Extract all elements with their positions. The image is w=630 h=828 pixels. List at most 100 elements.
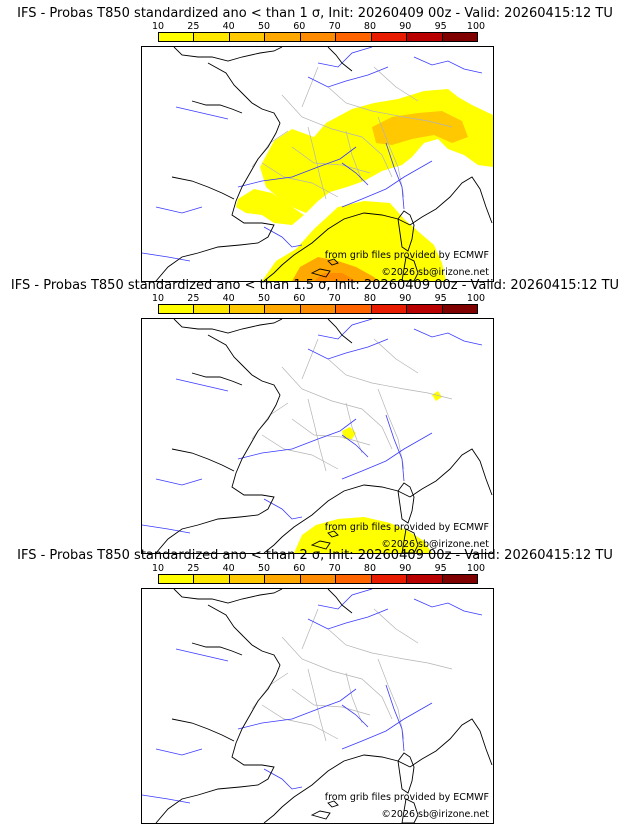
- prob-area-med: [294, 517, 432, 553]
- tick-label: 40: [222, 21, 235, 32]
- credit-source: from grib files provided by ECMWF: [324, 792, 489, 803]
- coast-britain: [173, 319, 283, 334]
- tick-label: 10: [151, 293, 165, 304]
- colorbar: [158, 32, 478, 42]
- coast-baleares: [310, 810, 331, 820]
- tick-label: 100: [466, 563, 486, 574]
- colorbar-swatch: [194, 575, 230, 583]
- colorbar-swatch: [336, 33, 372, 41]
- colorbar-swatch: [336, 575, 372, 583]
- coast-med-lion: [263, 754, 411, 823]
- tick-label: 25: [187, 563, 200, 574]
- panel-1p5sigma: IFS - Probas T850 standardized ano < tha…: [0, 278, 630, 554]
- coast-sardinia: [401, 256, 419, 281]
- colorbar-swatch: [442, 33, 477, 41]
- tick-label: 70: [328, 563, 341, 574]
- colorbar-swatch: [442, 305, 477, 313]
- colorbar-swatch: [159, 305, 195, 313]
- tick-label: 80: [363, 21, 377, 32]
- prob-area-switz: [432, 391, 442, 401]
- prob-area-north-orange: [372, 111, 468, 145]
- coastlines: [155, 319, 493, 553]
- probability-map: [142, 47, 493, 281]
- panel-1sigma: IFS - Probas T850 standardized ano < tha…: [0, 6, 630, 282]
- coast-atlantic: [155, 334, 281, 553]
- panel-title: IFS - Probas T850 standardized ano < tha…: [17, 6, 613, 21]
- tick-label: 50: [257, 293, 271, 304]
- coast-corsica: [397, 482, 415, 524]
- map-frame[interactable]: from grib files provided by ECMWF ©2026 …: [141, 588, 494, 824]
- coast-baleares: [310, 268, 331, 278]
- tick-label: 80: [363, 293, 377, 304]
- panel-title: IFS - Probas T850 standardized ano < tha…: [10, 278, 620, 293]
- credit-source: from grib files provided by ECMWF: [324, 522, 489, 533]
- prob-area-med-orange: [292, 257, 378, 281]
- map-frame[interactable]: from grib files provided by ECMWF ©2026 …: [141, 46, 494, 282]
- tick-label: 70: [328, 21, 341, 32]
- colorbar-swatch: [194, 305, 230, 313]
- colorbar-swatch: [371, 33, 408, 41]
- colorbar-swatch: [159, 33, 195, 41]
- colorbar-swatch: [229, 305, 266, 313]
- probability-map: [142, 319, 493, 553]
- tick-label: 10: [151, 21, 165, 32]
- tick-label: 70: [328, 293, 341, 304]
- coast-north: [327, 47, 353, 72]
- coast-sardinia: [401, 528, 419, 553]
- borders: [251, 608, 453, 742]
- coast-baleares: [310, 540, 331, 550]
- tick-label: 95: [434, 563, 447, 574]
- prob-area-north: [260, 89, 493, 213]
- probability-map: [142, 589, 493, 823]
- colorbar-ticks: 10 25 40 50 60 70 80 90 95 100: [152, 563, 485, 574]
- colorbar-swatch: [159, 575, 195, 583]
- tick-label: 100: [466, 21, 486, 32]
- tick-label: 90: [399, 563, 412, 574]
- colorbar-ticks: 10 25 40 50 60 70 80 90 95 100: [152, 293, 485, 304]
- probability-shading: [294, 391, 442, 553]
- colorbar: [158, 574, 478, 584]
- tick-label: 60: [293, 563, 306, 574]
- colorbar-swatch: [442, 575, 477, 583]
- credit-copyright: ©2026 sb@irizone.net: [381, 539, 489, 550]
- borders: [251, 338, 453, 472]
- colorbar-swatch: [300, 305, 337, 313]
- coast-biscay: [171, 718, 235, 742]
- prob-area-med: [262, 201, 446, 281]
- rivers: [142, 589, 483, 804]
- tick-label: 10: [151, 563, 165, 574]
- coast-sardinia: [401, 798, 419, 823]
- tick-label: 60: [293, 21, 306, 32]
- tick-label: 95: [434, 21, 447, 32]
- tick-label: 60: [293, 293, 306, 304]
- tick-label: 40: [222, 293, 235, 304]
- coast-north: [327, 319, 353, 344]
- colorbar-swatch: [265, 33, 301, 41]
- colorbar-ticks: 10 25 40 50 60 70 80 90 95 100: [152, 21, 485, 32]
- colorbar-swatch: [300, 33, 337, 41]
- coast-italy: [409, 448, 493, 498]
- coast-med-lion: [263, 484, 411, 553]
- map-frame[interactable]: from grib files provided by ECMWF ©2026 …: [141, 318, 494, 554]
- colorbar-swatch: [194, 33, 230, 41]
- tick-label: 25: [187, 293, 200, 304]
- tick-label: 90: [399, 21, 412, 32]
- colorbar-swatch: [407, 33, 443, 41]
- coast-corsica: [397, 752, 415, 794]
- colorbar-swatch: [265, 305, 301, 313]
- prob-area-alps: [342, 427, 356, 439]
- coast-italy: [409, 718, 493, 768]
- colorbar-swatch: [265, 575, 301, 583]
- tick-label: 50: [257, 563, 271, 574]
- coast-atlantic: [155, 604, 281, 823]
- colorbar-swatch: [371, 305, 408, 313]
- coast-britain: [173, 589, 283, 604]
- panel-title: IFS - Probas T850 standardized ano < tha…: [17, 548, 613, 563]
- colorbar-swatch: [336, 305, 372, 313]
- coast-brittany: [191, 372, 243, 386]
- credit-source: from grib files provided by ECMWF: [324, 250, 489, 261]
- coast-brittany: [191, 642, 243, 656]
- rivers: [142, 47, 483, 262]
- tick-label: 80: [363, 563, 377, 574]
- panel-2sigma: IFS - Probas T850 standardized ano < tha…: [0, 548, 630, 824]
